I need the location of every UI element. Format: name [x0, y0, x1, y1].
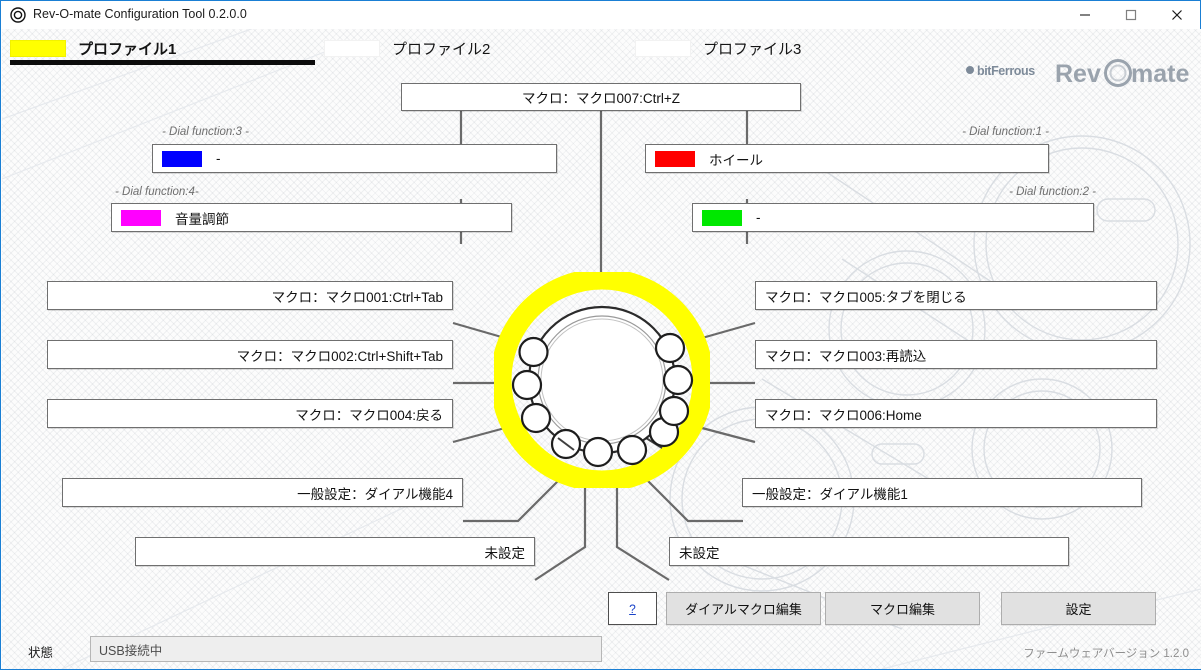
status-value-field: USB接続中	[90, 636, 602, 662]
app-target-icon	[10, 7, 26, 23]
tab-label: プロファイル1	[78, 41, 177, 58]
tab-color-swatch	[10, 40, 66, 57]
assignment-text: 一般設定：ダイアル機能4	[297, 486, 453, 502]
tab-profile-2[interactable]: プロファイル2	[324, 29, 490, 68]
dial-function-2-label: - Dial function:2 -	[1009, 186, 1096, 198]
macro-edit-button[interactable]: マクロ編集	[825, 592, 980, 625]
assignment-text: 未設定	[484, 545, 526, 561]
status-value: USB接続中	[99, 643, 163, 658]
maximize-icon[interactable]	[1108, 1, 1154, 29]
assignment-top-center[interactable]: マクロ：マクロ007:Ctrl+Z	[401, 83, 801, 111]
status-bar: 状態 USB接続中 ファームウェアバージョン 1.2.0	[2, 633, 1201, 669]
brand-logo: bitFerrous Rev mate	[963, 57, 1195, 89]
macro-edit-label: マクロ編集	[869, 602, 935, 617]
settings-button[interactable]: 設定	[1001, 592, 1156, 625]
assignment-text: マクロ：マクロ005:タブを閉じる	[765, 289, 967, 305]
assignment-right-4[interactable]: 一般設定：ダイアル機能1	[742, 478, 1142, 507]
main-canvas: プロファイル1 プロファイル2 プロファイル3 bitFerrous Rev m…	[2, 29, 1201, 669]
assignment-text: ホイール	[709, 152, 763, 168]
dial-3-color-swatch	[162, 150, 202, 167]
dial-2-color-swatch	[702, 209, 742, 226]
dial-function-4-label: - Dial function:4-	[115, 186, 199, 198]
window-title: Rev-O-mate Configuration Tool 0.2.0.0	[33, 7, 247, 21]
assignment-text: -	[756, 210, 761, 225]
dial-4-color-swatch	[121, 209, 161, 226]
assignment-text: 音量調節	[175, 211, 229, 227]
svg-text:bitFerrous: bitFerrous	[977, 64, 1035, 78]
tab-color-swatch	[324, 40, 380, 57]
assignment-right-2[interactable]: マクロ：マクロ003:再読込	[755, 340, 1157, 369]
help-button-label: ?	[629, 601, 636, 616]
assignment-text: マクロ：マクロ002:Ctrl+Shift+Tab	[236, 348, 443, 364]
status-label: 状態	[28, 646, 54, 660]
dial-device-diagram[interactable]	[494, 272, 710, 488]
assignment-right-5[interactable]: 未設定	[669, 537, 1069, 566]
close-icon[interactable]	[1154, 1, 1200, 29]
tab-label: プロファイル3	[703, 41, 802, 58]
assignment-right-1[interactable]: マクロ：マクロ005:タブを閉じる	[755, 281, 1157, 310]
assignment-text: マクロ：マクロ004:戻る	[295, 407, 443, 423]
assignment-left-3[interactable]: マクロ：マクロ004:戻る	[47, 399, 453, 428]
assignment-dial-3[interactable]: -	[152, 144, 557, 173]
svg-text:mate: mate	[1131, 60, 1189, 88]
settings-label: 設定	[1065, 602, 1092, 617]
profile-tab-bar: プロファイル1 プロファイル2 プロファイル3	[2, 29, 1201, 68]
tab-profile-1[interactable]: プロファイル1	[10, 29, 176, 68]
assignment-left-4[interactable]: 一般設定：ダイアル機能4	[62, 478, 463, 507]
active-tab-indicator	[10, 60, 315, 65]
assignment-dial-2[interactable]: -	[692, 203, 1094, 232]
tab-color-swatch	[635, 40, 691, 57]
assignment-text: 未設定	[679, 545, 720, 561]
dial-1-color-swatch	[655, 150, 695, 167]
assignment-text: マクロ：マクロ007:Ctrl+Z	[522, 91, 680, 106]
tab-label: プロファイル2	[392, 41, 491, 58]
help-button[interactable]: ?	[608, 592, 657, 625]
assignment-left-2[interactable]: マクロ：マクロ002:Ctrl+Shift+Tab	[47, 340, 453, 369]
assignment-text: マクロ：マクロ003:再読込	[765, 348, 927, 364]
assignment-dial-1[interactable]: ホイール	[645, 144, 1049, 173]
dial-macro-edit-label: ダイアルマクロ編集	[685, 602, 802, 617]
assignment-text: マクロ：マクロ006:Home	[765, 407, 922, 423]
assignment-dial-4[interactable]: 音量調節	[111, 203, 512, 232]
title-bar: Rev-O-mate Configuration Tool 0.2.0.0	[1, 1, 1200, 29]
assignment-left-5[interactable]: 未設定	[135, 537, 535, 566]
dial-function-1-label: - Dial function:1 -	[962, 126, 1049, 138]
dial-macro-edit-button[interactable]: ダイアルマクロ編集	[666, 592, 821, 625]
firmware-version: ファームウェアバージョン 1.2.0	[1023, 648, 1189, 660]
assignment-text: 一般設定：ダイアル機能1	[752, 486, 908, 502]
svg-text:Rev: Rev	[1055, 60, 1101, 88]
assignment-right-3[interactable]: マクロ：マクロ006:Home	[755, 399, 1157, 428]
minimize-icon[interactable]	[1062, 1, 1108, 29]
assignment-text: -	[216, 151, 221, 166]
tab-profile-3[interactable]: プロファイル3	[635, 29, 801, 68]
assignment-text: マクロ：マクロ001:Ctrl+Tab	[271, 289, 443, 305]
dial-function-3-label: - Dial function:3 -	[162, 126, 249, 138]
assignment-left-1[interactable]: マクロ：マクロ001:Ctrl+Tab	[47, 281, 453, 310]
